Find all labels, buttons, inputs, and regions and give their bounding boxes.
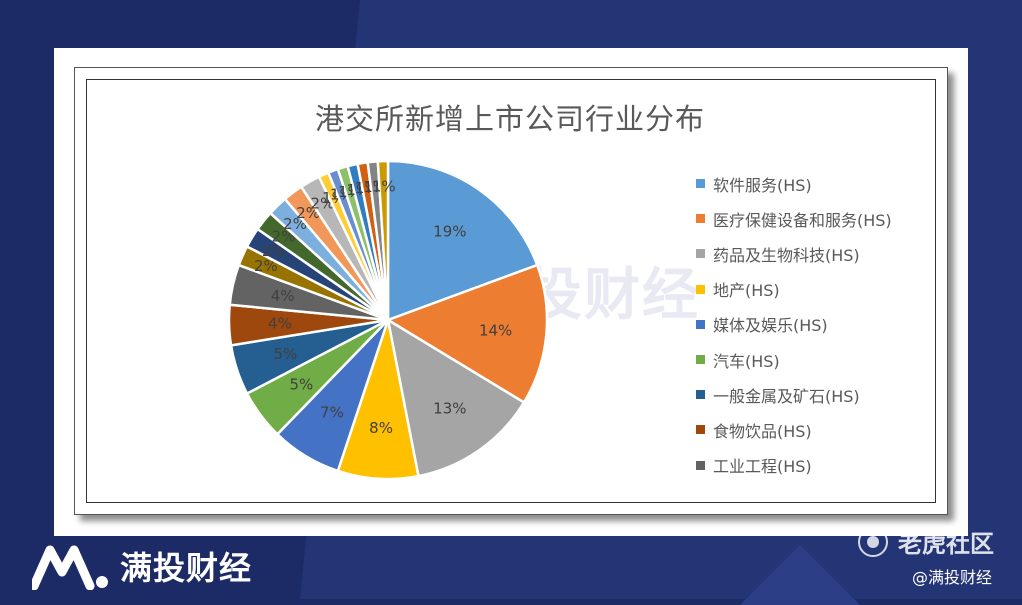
brand-name: 满投财经	[120, 549, 253, 587]
pie-data-label-22: 1%	[372, 178, 396, 196]
brand-logo: 满投财经	[32, 542, 252, 590]
legend-item-2: 医疗保健设备和服务(HS)	[696, 201, 936, 236]
pie-data-label-11: 2%	[262, 242, 286, 260]
legend-label: 媒体及娱乐(HS)	[713, 316, 828, 336]
pie-data-label-10: 2%	[254, 257, 278, 275]
pie-slice-1	[386, 159, 539, 322]
pie-data-label-4: 8%	[369, 419, 393, 437]
pie-slice-3	[386, 317, 526, 478]
legend-label: 食物饮品(HS)	[713, 421, 812, 441]
legend-swatch	[696, 214, 705, 224]
legend-label: 工业工程(HS)	[713, 457, 812, 477]
legend-item-6: 汽车(HS)	[696, 342, 936, 377]
legend-swatch	[696, 319, 705, 329]
legend-label: 地产(HS)	[713, 281, 780, 301]
pie-data-label-3: 13%	[433, 400, 466, 418]
brand-mark-icon	[32, 545, 108, 590]
tiger-community-watermark: 老虎社区	[858, 524, 994, 559]
pie-data-label-5: 7%	[320, 403, 344, 421]
tiger-logo-icon	[858, 526, 888, 557]
pie-data-label-8: 4%	[268, 314, 292, 332]
legend-item-3: 药品及生物科技(HS)	[696, 236, 936, 271]
pie-data-label-2: 14%	[479, 321, 512, 339]
legend-label: 软件服务(HS)	[713, 175, 812, 195]
legend-swatch	[696, 460, 705, 470]
tiger-community-label: 老虎社区	[898, 530, 994, 558]
legend-swatch	[696, 355, 705, 365]
legend-swatch	[696, 390, 705, 400]
legend-item-4: 地产(HS)	[696, 272, 936, 307]
legend-label: 医疗保健设备和服务(HS)	[713, 210, 892, 230]
legend-item-7: 一般金属及矿石(HS)	[696, 377, 936, 412]
pie-data-label-9: 4%	[271, 287, 295, 305]
pie-slice-22	[376, 159, 390, 321]
legend-item-1: 软件服务(HS)	[696, 166, 936, 201]
legend-label: 药品及生物科技(HS)	[713, 245, 860, 265]
legend-label: 一般金属及矿石(HS)	[713, 386, 860, 406]
author-handle: @满投财经	[912, 568, 993, 587]
pie-slice-2	[385, 263, 549, 405]
legend-item-5: 媒体及娱乐(HS)	[696, 307, 936, 342]
chart-title: 港交所新增上市公司行业分布	[314, 102, 705, 136]
pie-data-label-6: 5%	[289, 376, 313, 394]
pie-data-label-1: 19%	[433, 222, 466, 240]
legend-item-8: 食物饮品(HS)	[696, 412, 936, 447]
legend-swatch	[696, 284, 705, 294]
legend-swatch	[696, 425, 705, 435]
legend-label: 汽车(HS)	[713, 351, 780, 371]
legend-item-9: 工业工程(HS)	[696, 448, 936, 483]
chart-legend: 软件服务(HS) 医疗保健设备和服务(HS) 药品及生物科技(HS) 地产(HS) 媒体…	[696, 166, 936, 483]
legend-swatch	[696, 249, 705, 259]
legend-swatch	[696, 179, 705, 189]
pie-data-label-7: 5%	[273, 345, 297, 363]
